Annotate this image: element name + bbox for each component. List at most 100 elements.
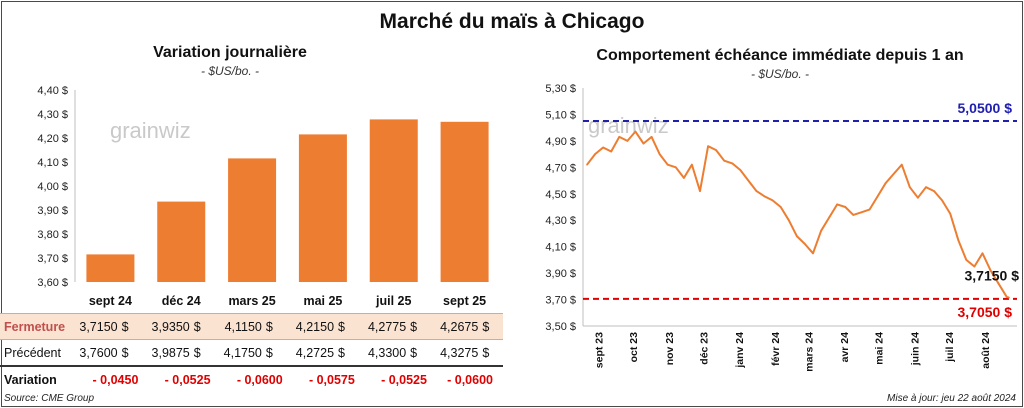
table-cell: 4,1150 [220,313,266,340]
line-chart-unit: - $US/bo. - [750,67,810,81]
price-point [884,182,887,184]
x-tick-label: août 24 [980,332,992,369]
table-cell: - 0,0600 [447,372,493,387]
table-cell: 3,7150 [76,313,122,340]
x-tick-label: juin 24 [909,332,921,366]
price-point [804,243,806,245]
y-tick-label: 4,40 $ [37,85,68,97]
price-point [618,136,621,138]
table-cell: - 0,0575 [308,372,355,387]
y-tick-label: 3,80 $ [37,229,68,241]
bar [86,254,135,282]
table-row-variation: Variation - 0,0450 - 0,0525 - 0,0600 - 0… [0,366,503,392]
table-cell: $ [338,313,365,340]
price-point [642,142,645,145]
price-point [691,163,693,166]
y-tick-label: 3,50 $ [545,321,576,333]
y-tick-label: 4,10 $ [37,157,68,169]
price-point [949,212,951,215]
table-row-previous: Précédent 3,7600 $ 3,9875 $ 4,1750 $ 4,2… [0,339,503,367]
price-point [1008,296,1010,299]
y-tick-label: 4,00 $ [37,181,68,193]
price-point [586,163,588,166]
table-cell: - 0,0600 [236,372,283,387]
x-tick-label: avr 24 [839,332,851,363]
table-cell: 4,2675 [436,313,483,340]
price-point [941,199,943,202]
table-cell: $ [410,313,437,340]
price-point [602,146,604,149]
x-tick-label: mai 25 [303,294,342,308]
bar [440,121,489,282]
price-point [909,186,911,188]
table-cell: $ [482,313,503,340]
table-cell: $ [265,313,293,340]
price-point [787,219,790,222]
price-point [723,159,726,162]
x-tick-label: sept 25 [443,294,486,308]
table-cell: $ [338,339,365,367]
x-tick-label: sept 24 [89,294,132,308]
price-point [844,206,847,208]
price-point [650,136,653,138]
bar [298,134,347,282]
price-point [900,163,903,166]
x-tick-label: mai 24 [874,332,886,365]
x-tick-label: déc 23 [698,332,710,365]
x-tick-label: juil 25 [375,294,411,308]
table-cell: $ [121,339,149,367]
row-label: Précédent [0,339,77,367]
y-tick-label: 5,10 $ [545,109,576,121]
price-point [836,203,839,206]
price-point [674,166,677,169]
price-point [981,252,984,255]
price-point [707,145,709,147]
table-cell: 3,9350 [148,313,194,340]
table-cell: 4,2775 [364,313,411,340]
x-tick-label: juil 24 [944,332,956,363]
price-point [933,190,935,192]
price-point [626,140,629,142]
table-cell: $ [265,339,293,367]
table-cell: 4,3300 [364,339,411,367]
bar [228,158,277,282]
price-point [610,150,613,153]
price-point [683,177,685,179]
x-tick-label: févr 24 [770,332,782,366]
table-cell: 4,2725 [292,339,339,367]
price-point [860,211,863,214]
price-point [747,179,750,182]
price-point [973,265,976,268]
price-point [739,169,742,171]
price-point [763,195,766,198]
y-tick-label: 5,30 $ [545,83,576,95]
price-point [917,196,919,199]
table-cell: 4,3275 [436,339,483,367]
y-tick-label: 3,90 $ [37,205,68,217]
x-tick-label: mars 25 [228,294,275,308]
x-tick-label: sept 23 [594,332,606,368]
price-point [594,153,596,155]
table-cell: $ [482,339,503,367]
x-tick-label: déc 24 [162,294,201,308]
y-tick-label: 4,30 $ [545,215,576,227]
price-point [989,269,992,272]
price-point [796,235,798,237]
y-tick-label: 4,30 $ [37,109,68,121]
y-tick-label: 4,70 $ [545,162,576,174]
price-point [731,162,734,165]
price-point [957,239,960,241]
price-point [828,216,830,219]
watermark: grainwiz [588,113,669,138]
price-point [715,149,717,151]
row-label: Variation [4,372,57,387]
bar [369,119,418,283]
y-tick-label: 4,10 $ [545,242,576,254]
page-title: Marché du maïs à Chicago [379,10,645,33]
price-point [820,230,822,232]
table-cell: $ [193,313,221,340]
price-point [779,206,782,208]
price-point [812,252,814,255]
